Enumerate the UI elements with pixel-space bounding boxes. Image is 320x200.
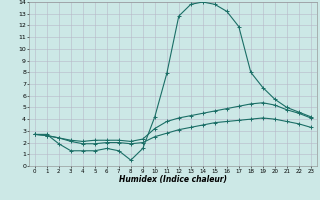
X-axis label: Humidex (Indice chaleur): Humidex (Indice chaleur)	[119, 175, 227, 184]
